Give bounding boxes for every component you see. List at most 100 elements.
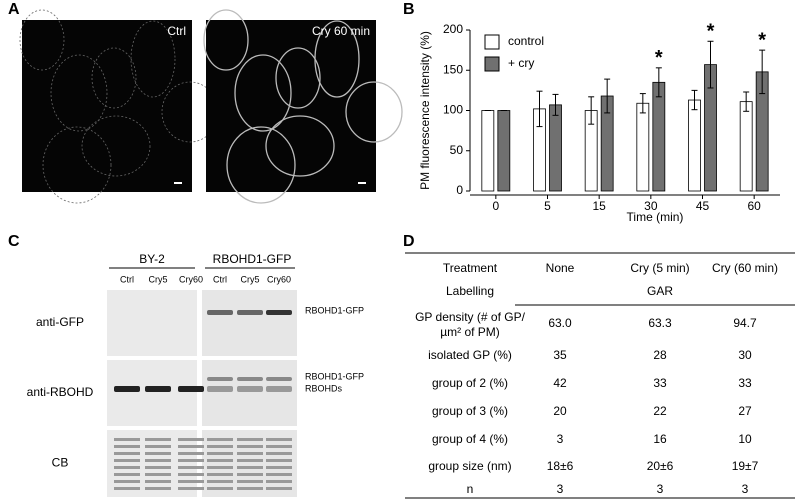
table-cell: 3: [557, 482, 564, 496]
blot-panel: [202, 290, 297, 356]
band: [266, 386, 292, 392]
band: [207, 438, 233, 441]
x-tick-label: 15: [592, 199, 606, 213]
band: [237, 445, 263, 448]
band: [266, 445, 292, 448]
cell-outline: [345, 81, 403, 143]
table-cell: 30: [738, 348, 752, 362]
bar: [688, 99, 701, 192]
band: [266, 452, 292, 455]
band: [237, 459, 263, 462]
band: [114, 480, 140, 483]
cell-outline: [50, 54, 108, 132]
band: [114, 466, 140, 469]
band: [237, 310, 263, 315]
lane-label: Cry60: [267, 274, 291, 284]
band: [237, 466, 263, 469]
band: [266, 466, 292, 469]
cell-outline: [19, 9, 65, 71]
table-cell: 20: [553, 404, 567, 418]
table-cell: isolated GP (%): [428, 348, 512, 362]
y-tick-label: 0: [456, 183, 463, 197]
table-header: None: [546, 261, 575, 275]
blot-panel: [202, 430, 297, 497]
x-tick-label: 60: [747, 199, 761, 213]
band: [207, 452, 233, 455]
band-label: RBOHD1-GFP: [305, 371, 364, 381]
significance-star: *: [655, 47, 663, 69]
table-cell: 28: [653, 348, 667, 362]
legend-label: control: [508, 34, 544, 48]
lane-label: Ctrl: [120, 274, 134, 284]
bar: [481, 110, 495, 192]
band: [178, 459, 204, 462]
blot-panel: [107, 290, 197, 356]
table-cell: 63.0: [548, 316, 572, 330]
cell-outline: [275, 47, 321, 109]
table-cell: 3: [557, 432, 564, 446]
table-cell: 10: [738, 432, 752, 446]
table-cell: 63.3: [648, 316, 672, 330]
table-cell: 18±6: [547, 459, 574, 473]
band: [266, 487, 292, 490]
band: [237, 438, 263, 441]
table-cell: Labelling: [446, 284, 494, 298]
y-tick-label: 50: [450, 143, 464, 157]
table-cell: 3: [742, 482, 749, 496]
y-tick-label: 150: [443, 62, 463, 76]
lane-label: Cry5: [148, 274, 167, 284]
band: [237, 377, 263, 381]
band: [178, 438, 204, 441]
band: [114, 459, 140, 462]
band: [266, 473, 292, 476]
band: [114, 445, 140, 448]
cell-outline: [91, 47, 137, 109]
band: [145, 466, 171, 469]
band: [145, 452, 171, 455]
x-tick-label: 45: [696, 199, 710, 213]
band: [114, 438, 140, 441]
band: [207, 466, 233, 469]
band: [178, 452, 204, 455]
table-cell: group of 3 (%): [432, 404, 508, 418]
band: [178, 386, 204, 392]
cell-outline: [130, 20, 176, 98]
band: [178, 480, 204, 483]
table-cell: GAR: [647, 284, 673, 298]
band: [207, 487, 233, 490]
band: [145, 459, 171, 462]
row-label: CB: [52, 456, 69, 470]
cell-outline: [265, 115, 335, 177]
band: [207, 480, 233, 483]
band: [207, 445, 233, 448]
table-cell: 42: [553, 376, 567, 390]
panel-label: B: [403, 1, 415, 18]
lane-label: Ctrl: [213, 274, 227, 284]
band: [266, 480, 292, 483]
x-tick-label: 5: [544, 199, 551, 213]
panel-label: A: [8, 1, 20, 18]
bar: [739, 101, 753, 192]
x-axis-label: Time (min): [627, 210, 684, 224]
significance-star: *: [707, 21, 715, 43]
band: [178, 445, 204, 448]
band: [237, 487, 263, 490]
panel-label: C: [8, 233, 20, 250]
micrograph-label: Ctrl: [167, 24, 186, 38]
band: [207, 459, 233, 462]
band: [114, 452, 140, 455]
band: [114, 473, 140, 476]
band: [237, 386, 263, 392]
table-cell: 33: [738, 376, 752, 390]
cell-outline: [226, 126, 296, 204]
table-cell: 94.7: [733, 316, 757, 330]
band-label: RBOHDs: [305, 383, 343, 393]
table-header: Cry (60 min): [712, 261, 778, 275]
band: [266, 459, 292, 462]
table-cell: n: [467, 482, 474, 496]
band: [114, 386, 140, 392]
table-cell: 16: [653, 432, 667, 446]
table-cell: 33: [653, 376, 667, 390]
table-cell: 19±7: [732, 459, 759, 473]
table-cell: group of 2 (%): [432, 376, 508, 390]
